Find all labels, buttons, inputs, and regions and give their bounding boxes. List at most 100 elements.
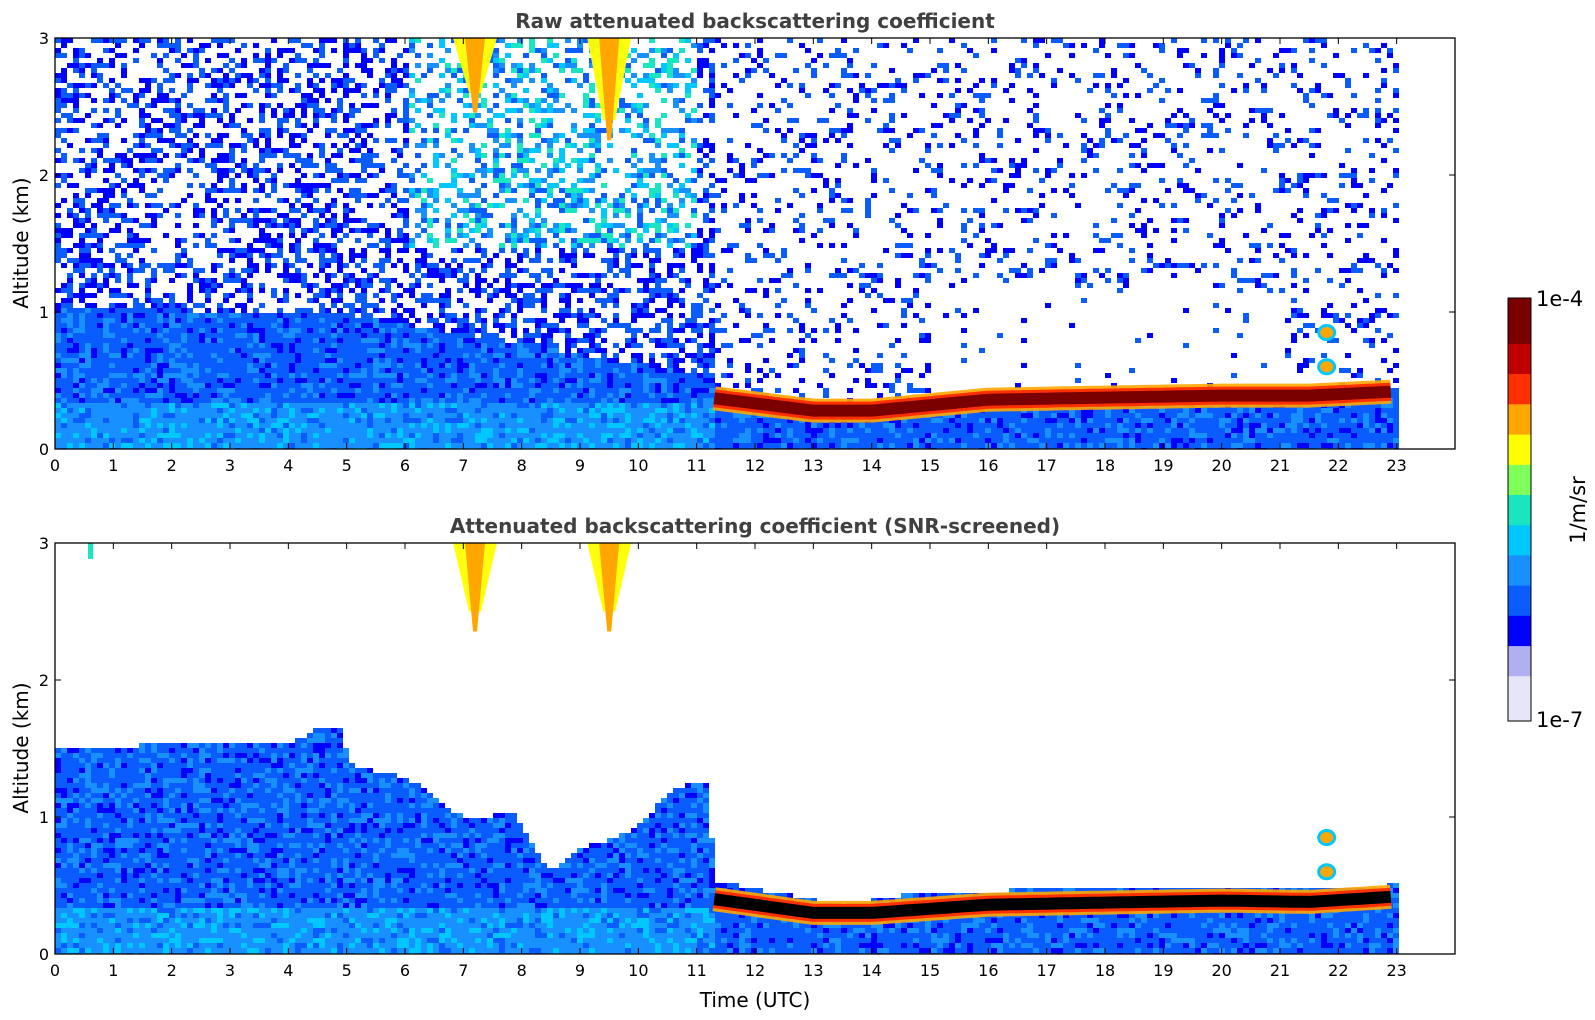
- heatmap-cell: [283, 318, 289, 323]
- heatmap-cell: [271, 378, 277, 383]
- heatmap-cell: [181, 113, 187, 118]
- heatmap-cell: [235, 433, 241, 438]
- heatmap-cell: [325, 113, 331, 118]
- heatmap-cell: [481, 103, 487, 108]
- heatmap-cell: [79, 368, 85, 373]
- heatmap-cell: [481, 308, 487, 313]
- heatmap-cell: [121, 373, 127, 378]
- heatmap-cell: [277, 348, 283, 353]
- heatmap-cell: [451, 118, 457, 123]
- heatmap-cell: [193, 48, 199, 53]
- heatmap-cell: [493, 413, 499, 418]
- heatmap-cell: [247, 318, 253, 323]
- heatmap-cell: [349, 333, 355, 338]
- heatmap-cell: [139, 263, 145, 268]
- heatmap-cell: [565, 443, 571, 448]
- heatmap-cell: [529, 418, 535, 423]
- heatmap-cell: [253, 398, 259, 403]
- heatmap-cell: [511, 323, 517, 328]
- heatmap-cell: [289, 378, 295, 383]
- heatmap-cell: [259, 313, 265, 318]
- heatmap-cell: [217, 188, 223, 193]
- heatmap-cell: [409, 238, 415, 243]
- heatmap-cell: [61, 328, 67, 333]
- heatmap-cell: [475, 248, 481, 253]
- heatmap-cell: [457, 63, 463, 68]
- heatmap-cell: [217, 88, 223, 93]
- heatmap-cell: [61, 53, 67, 58]
- heatmap-cell: [157, 213, 163, 218]
- heatmap-cell: [427, 403, 433, 408]
- heatmap-cell: [445, 228, 451, 233]
- heatmap-cell: [67, 38, 73, 43]
- heatmap-cell: [241, 368, 247, 373]
- heatmap-cell: [427, 233, 433, 238]
- heatmap-cell: [217, 408, 223, 413]
- heatmap-cell: [133, 143, 139, 148]
- heatmap-cell: [535, 228, 541, 233]
- heatmap-cell: [343, 78, 349, 83]
- heatmap-cell: [151, 383, 157, 388]
- heatmap-cell: [535, 323, 541, 328]
- heatmap-cell: [145, 293, 151, 298]
- heatmap-cell: [343, 113, 349, 118]
- heatmap-cell: [403, 393, 409, 398]
- heatmap-cell: [325, 393, 331, 398]
- heatmap-cell: [235, 358, 241, 363]
- heatmap-cell: [463, 393, 469, 398]
- heatmap-cell: [427, 283, 433, 288]
- heatmap-cell: [493, 93, 499, 98]
- heatmap-cell: [517, 73, 523, 78]
- heatmap-cell: [79, 203, 85, 208]
- heatmap-cell: [211, 208, 217, 213]
- heatmap-cell: [169, 353, 175, 358]
- heatmap-cell: [631, 328, 637, 333]
- heatmap-cell: [547, 338, 553, 343]
- heatmap-cell: [55, 93, 61, 98]
- heatmap-cell: [529, 133, 535, 138]
- heatmap-cell: [595, 343, 601, 348]
- heatmap-cell: [487, 353, 493, 358]
- heatmap-cell: [211, 388, 217, 393]
- heatmap-cell: [301, 313, 307, 318]
- heatmap-cell: [487, 348, 493, 353]
- heatmap-cell: [631, 198, 637, 203]
- heatmap-cell: [463, 193, 469, 198]
- heatmap-cell: [601, 193, 607, 198]
- heatmap-cell: [91, 438, 97, 443]
- heatmap-cell: [415, 413, 421, 418]
- heatmap-cell: [163, 123, 169, 128]
- heatmap-cell: [271, 153, 277, 158]
- heatmap-cell: [481, 168, 487, 173]
- heatmap-cell: [499, 353, 505, 358]
- heatmap-cell: [403, 338, 409, 343]
- heatmap-cell: [601, 233, 607, 238]
- heatmap-cell: [391, 398, 397, 403]
- heatmap-cell: [205, 418, 211, 423]
- heatmap-cell: [205, 398, 211, 403]
- heatmap-cell: [199, 418, 205, 423]
- heatmap-cell: [553, 428, 559, 433]
- heatmap-cell: [547, 108, 553, 113]
- heatmap-cell: [589, 208, 595, 213]
- heatmap-cell: [295, 58, 301, 63]
- heatmap-cell: [73, 378, 79, 383]
- heatmap-cell: [205, 198, 211, 203]
- heatmap-cell: [439, 88, 445, 93]
- heatmap-cell: [337, 438, 343, 443]
- heatmap-cell: [433, 433, 439, 438]
- heatmap-cell: [217, 398, 223, 403]
- heatmap-cell: [151, 388, 157, 393]
- heatmap-cell: [601, 223, 607, 228]
- heatmap-cell: [217, 68, 223, 73]
- heatmap-cell: [229, 258, 235, 263]
- heatmap-cell: [67, 283, 73, 288]
- heatmap-cell: [343, 178, 349, 183]
- heatmap-cell: [139, 173, 145, 178]
- heatmap-cell: [223, 188, 229, 193]
- heatmap-cell: [445, 218, 451, 223]
- heatmap-cell: [391, 203, 397, 208]
- heatmap-cell: [223, 73, 229, 78]
- heatmap-cell: [415, 398, 421, 403]
- heatmap-cell: [187, 258, 193, 263]
